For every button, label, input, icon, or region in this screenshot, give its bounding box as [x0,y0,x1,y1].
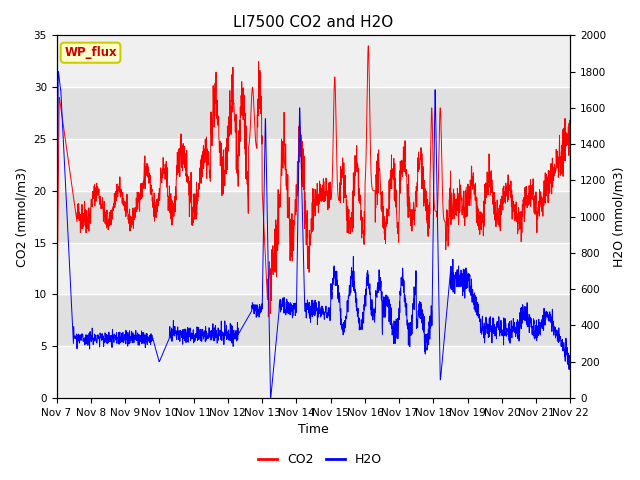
Title: LI7500 CO2 and H2O: LI7500 CO2 and H2O [234,15,394,30]
Bar [56,191,570,242]
Bar [56,294,570,346]
Bar [56,139,570,191]
Bar [56,242,570,294]
Bar [56,87,570,139]
Legend: CO2, H2O: CO2, H2O [253,448,387,471]
Y-axis label: H2O (mmol/m3): H2O (mmol/m3) [612,167,625,267]
Bar [56,346,570,398]
Text: WP_flux: WP_flux [64,46,117,59]
X-axis label: Time: Time [298,423,329,436]
Y-axis label: CO2 (mmol/m3): CO2 (mmol/m3) [15,167,28,266]
Bar [56,36,570,87]
